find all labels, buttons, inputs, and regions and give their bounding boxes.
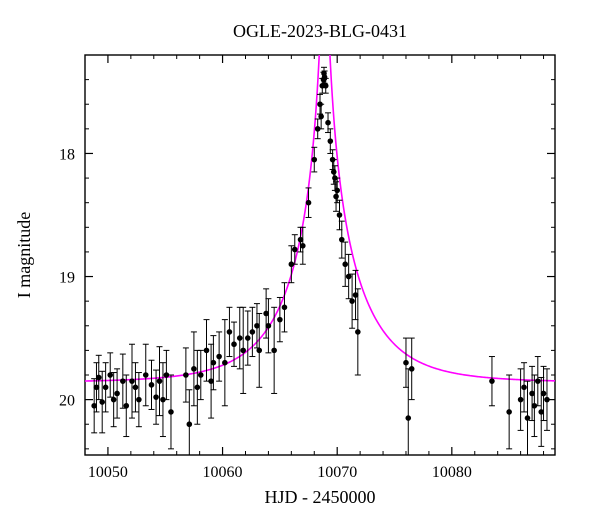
y-axis-label: I magnitude bbox=[14, 212, 34, 298]
svg-text:19: 19 bbox=[59, 270, 75, 287]
chart-title: OGLE-2023-BLG-0431 bbox=[233, 21, 407, 41]
svg-text:18: 18 bbox=[59, 146, 75, 163]
svg-text:10050: 10050 bbox=[88, 464, 128, 481]
light-curve-chart: 10050 10060 10070 10080 18 19 20 OGLE-2023-BLG-… bbox=[0, 0, 600, 512]
x-axis-label: HJD - 2450000 bbox=[265, 487, 376, 507]
svg-text:10070: 10070 bbox=[317, 464, 357, 481]
svg-text:10060: 10060 bbox=[203, 464, 243, 481]
chart-container: 10050 10060 10070 10080 18 19 20 OGLE-2023-BLG-… bbox=[0, 0, 600, 512]
svg-text:10080: 10080 bbox=[432, 464, 472, 481]
svg-text:20: 20 bbox=[59, 393, 75, 410]
